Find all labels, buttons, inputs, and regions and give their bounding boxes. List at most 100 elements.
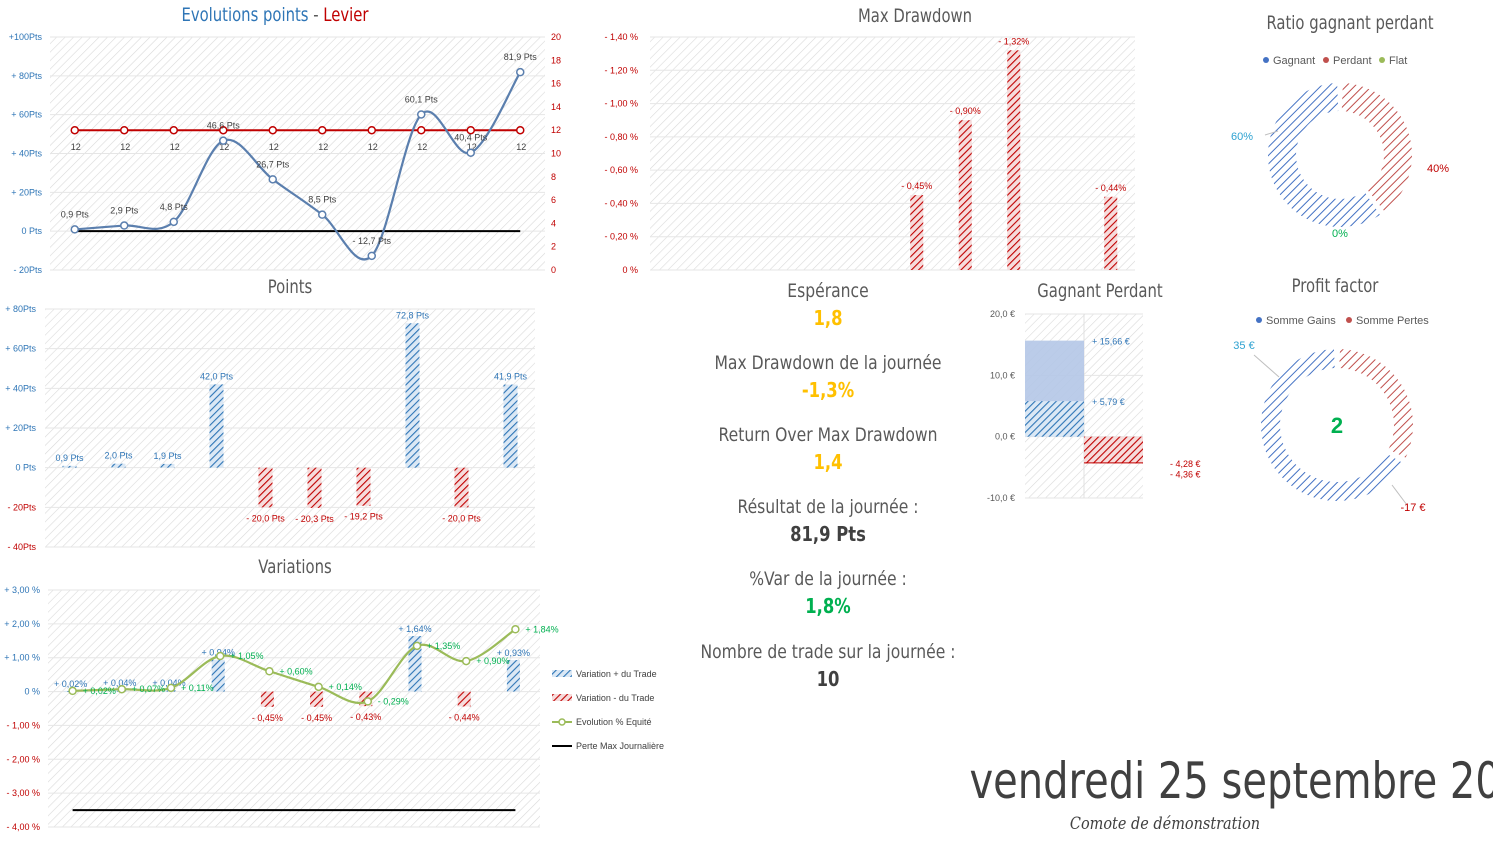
variation-bar-label: + 0,02% [54,679,87,689]
legend-equity-marker [558,718,566,726]
levier-point [219,125,228,135]
pf-label-pertes: -17 € [1400,502,1425,514]
evolution-y-tick: - 20Pts [13,265,42,275]
levier-point [120,125,129,135]
levier-point [367,125,376,135]
equity-point [265,667,274,676]
points-evolution-point [466,148,475,157]
maxdd-bar [1007,50,1021,270]
pf-slice-pertes [1339,349,1413,458]
points-evolution-label: 81,9 Pts [504,52,538,62]
evolution-y-tick: +100Pts [9,32,43,42]
variation-bar [211,659,225,692]
points-evolution-label: 26,7 Pts [256,159,290,169]
evolution-y2-tick: 0 [551,265,556,275]
levier-point [318,125,327,135]
points-title: Points [267,276,313,298]
variations-y-tick: - 2,00 % [6,754,40,764]
points-bar-label: 0,9 Pts [55,453,84,463]
levier-point [268,125,277,135]
var-label: %Var de la journée : [749,568,907,590]
profit-factor-chart: Somme Gains Somme Pertes 2 35 € -17 € [1233,315,1429,514]
ratio-legend-swatch [1323,57,1329,63]
equity-line [72,628,517,705]
equity-label: + 0,11% [181,683,214,693]
variation-bar-label: + 0,04% [103,678,136,688]
points-y-tick: + 80Pts [5,304,36,314]
maxdd-bar [958,120,972,270]
points-bar [62,465,77,468]
points-bar-label: 41,9 Pts [494,372,528,382]
evolution-y2-tick: 20 [551,32,561,42]
maxdd-bar-label: - 1,32% [998,36,1029,46]
levier-point [516,125,525,135]
levier-label: 12 [71,142,81,152]
legend-entry: Variation + du Trade [576,669,657,679]
esperance-value: 1,8 [813,306,843,330]
gagnant-perdant-title: Gagnant Perdant [1037,280,1163,302]
gp-perdant-label: - 4,36 € [1170,469,1201,479]
evolution-title-sep: - [308,4,324,26]
legend-variation-plus-swatch [552,670,572,677]
evolution-y2-tick: 18 [551,55,561,65]
legend-entry: Perte Max Journalière [576,741,664,751]
points-evolution-point [318,210,327,219]
levier-label: 12 [120,142,130,152]
points-bar [209,384,224,468]
points-evolution-label: 0,9 Pts [61,209,90,219]
variation-bar-label: + 0,04% [152,678,185,688]
equity-point [166,683,176,693]
points-y-tick: + 20Pts [5,423,36,433]
levier-point [417,125,426,135]
legend-entry: Variation - du Trade [576,693,654,703]
points-evolution-point [120,221,129,230]
points-bar-label: - 20,0 Pts [442,513,481,523]
evolution-y-tick: + 40Pts [11,149,42,159]
maxdd-day-value: -1,3% [801,378,855,402]
header-date: vendredi 25 septembre 2020 [969,752,1493,810]
evolution-y2-tick: 14 [551,102,561,112]
maxdd-plot-bg [650,37,1135,270]
evolution-y2-tick: 2 [551,242,556,252]
variations-y-tick: - 3,00 % [6,788,40,798]
points-y-tick: 0 Pts [15,463,36,473]
ratio-legend-swatch [1263,57,1269,63]
evolution-y-tick: + 20Pts [11,187,42,197]
variation-bar-label: - 0,45% [301,713,332,723]
points-evolution-point [516,67,525,77]
points-evolution-point [169,217,178,227]
trades-label: Nombre de trade sur la journée : [700,641,956,663]
points-y-tick: + 60Pts [5,344,36,354]
gp-y-tick: 10,0 € [990,370,1015,380]
gp-perdant-label: - 4,28 € [1170,459,1201,469]
points-evolution-label: 8,5 Pts [308,195,337,205]
evolution-chart: +100Pts + 80Pts + 60Pts + 40Pts + 20Pts 0 Pts… [9,32,561,275]
variation-bar-label: - 0,44% [449,712,480,722]
levier-label: 12 [170,142,180,152]
maxdd-chart: - 1,40 % - 1,20 % - 1,00 % - 0,80 % - 0,60 %… [604,32,1135,275]
result-label: Résultat de la journée : [737,496,919,518]
variation-bar [457,691,471,707]
gp-gagnant-label: + 5,79 € [1092,397,1125,407]
trades-value: 10 [816,667,840,691]
points-evolution-point [367,251,376,261]
result-value: 81,9 Pts [790,522,866,546]
points-bar [307,467,322,508]
pf-legend-swatch [1256,317,1262,323]
levier-point [70,125,79,135]
levier-label: 12 [368,142,378,152]
ratio-leader-gagnant [1264,130,1279,136]
equity-label: + 0,02% [83,686,116,696]
pf-legend-swatch [1346,317,1352,323]
legend-entry: Evolution % Equité [576,717,652,727]
equity-label: - 0,29% [378,696,409,706]
equity-label: + 0,14% [329,682,362,692]
equity-label: + 1,35% [427,641,460,651]
points-y-tick: + 40Pts [5,383,36,393]
var-value: 1,8% [805,594,851,618]
levier-label: 12 [417,142,427,152]
equity-label: + 0,07% [132,684,165,694]
gp-gagnant-bar-2 [1025,401,1084,437]
evolution-title-levier: Levier [323,4,369,26]
maxdd-y-tick: - 1,20 % [604,65,638,75]
